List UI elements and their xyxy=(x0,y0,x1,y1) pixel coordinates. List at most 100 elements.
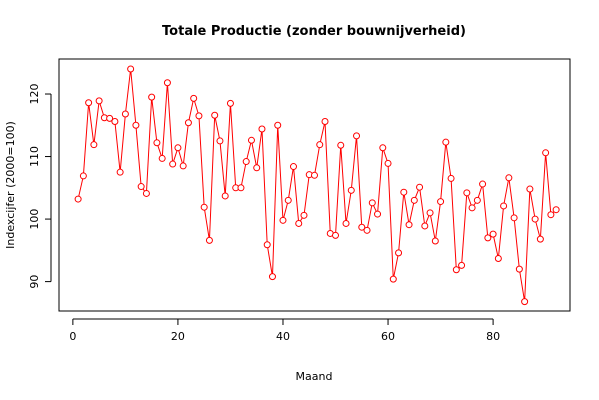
data-point xyxy=(426,209,434,217)
data-point xyxy=(468,204,476,212)
y-axis: 90 100 110 120 xyxy=(28,84,52,289)
data-point xyxy=(300,211,308,219)
data-point xyxy=(263,241,271,249)
data-point xyxy=(137,183,145,191)
data-point xyxy=(389,275,397,283)
data-point xyxy=(74,195,82,203)
data-point xyxy=(158,154,166,162)
x-tick-label: 60 xyxy=(381,330,395,343)
data-point xyxy=(368,199,376,207)
data-point xyxy=(421,222,429,230)
y-tick-label: 100 xyxy=(28,209,41,230)
data-point xyxy=(142,189,150,197)
x-tick-label: 0 xyxy=(69,330,76,343)
data-point xyxy=(153,139,161,147)
data-point xyxy=(200,203,208,211)
data-point xyxy=(379,144,387,152)
data-point xyxy=(247,136,255,144)
data-point xyxy=(473,196,481,204)
data-point xyxy=(221,192,229,200)
data-point xyxy=(106,114,114,122)
data-point xyxy=(510,214,518,222)
data-point xyxy=(311,171,318,179)
data-point xyxy=(505,174,513,182)
data-point xyxy=(332,231,340,239)
data-point xyxy=(547,211,555,219)
data-point xyxy=(169,160,177,168)
data-point xyxy=(216,137,224,145)
y-tick-label: 90 xyxy=(28,275,41,289)
chart-title: Totale Productie (zonder bouwnijverheid) xyxy=(162,24,466,39)
data-point xyxy=(363,226,371,234)
data-point xyxy=(447,174,455,182)
data-point xyxy=(226,99,234,107)
data-point xyxy=(163,79,171,87)
data-point xyxy=(85,99,93,107)
data-point xyxy=(321,118,329,126)
data-point xyxy=(400,188,408,196)
data-point xyxy=(536,235,544,243)
x-tick-label: 20 xyxy=(171,330,185,343)
data-point xyxy=(437,198,445,206)
x-tick-label: 80 xyxy=(486,330,500,343)
data-point xyxy=(268,273,276,281)
data-point xyxy=(552,206,560,214)
data-point xyxy=(384,159,392,167)
data-point xyxy=(132,121,140,129)
x-tick-label: 40 xyxy=(276,330,290,343)
data-point xyxy=(190,94,198,102)
data-point xyxy=(179,162,187,170)
data-point xyxy=(205,236,213,244)
data-point xyxy=(242,158,250,166)
data-point xyxy=(211,111,219,119)
data-point xyxy=(347,186,355,194)
data-point xyxy=(289,163,297,171)
data-point xyxy=(116,168,124,176)
data-point xyxy=(489,230,497,238)
data-point xyxy=(195,112,203,120)
series-layer xyxy=(74,65,560,306)
data-point xyxy=(353,132,361,140)
y-axis-label: Indexcijfer (2000=100) xyxy=(4,121,17,249)
data-point xyxy=(174,144,182,152)
data-point xyxy=(395,249,403,257)
data-point xyxy=(79,172,87,180)
data-point xyxy=(316,141,324,149)
data-point xyxy=(358,223,366,231)
data-point xyxy=(374,210,382,218)
data-point xyxy=(542,149,550,157)
data-point xyxy=(148,93,156,101)
data-point xyxy=(405,221,413,229)
data-point xyxy=(515,265,523,273)
data-point xyxy=(295,219,303,227)
data-point xyxy=(521,298,529,306)
y-tick-label: 110 xyxy=(28,146,41,167)
data-point xyxy=(253,164,261,172)
data-point xyxy=(442,138,450,146)
data-point xyxy=(342,219,350,227)
data-point xyxy=(484,234,492,242)
data-point xyxy=(95,97,103,105)
data-point xyxy=(274,121,282,129)
data-point xyxy=(121,110,129,118)
data-point xyxy=(416,183,424,191)
data-point xyxy=(284,196,292,204)
data-point xyxy=(531,215,539,223)
data-point xyxy=(279,216,287,224)
data-point xyxy=(184,119,192,127)
data-point xyxy=(337,141,345,149)
data-point xyxy=(258,125,266,133)
data-point xyxy=(237,184,245,192)
data-point xyxy=(526,185,534,193)
data-point xyxy=(127,65,135,73)
data-point xyxy=(90,141,98,149)
data-point xyxy=(479,180,487,188)
x-axis: 0 20 40 60 80 xyxy=(69,318,500,343)
data-point xyxy=(410,196,418,204)
data-point xyxy=(494,254,502,262)
plot-frame xyxy=(58,58,571,312)
x-axis-label: Maand xyxy=(296,370,333,383)
data-point xyxy=(463,189,471,197)
